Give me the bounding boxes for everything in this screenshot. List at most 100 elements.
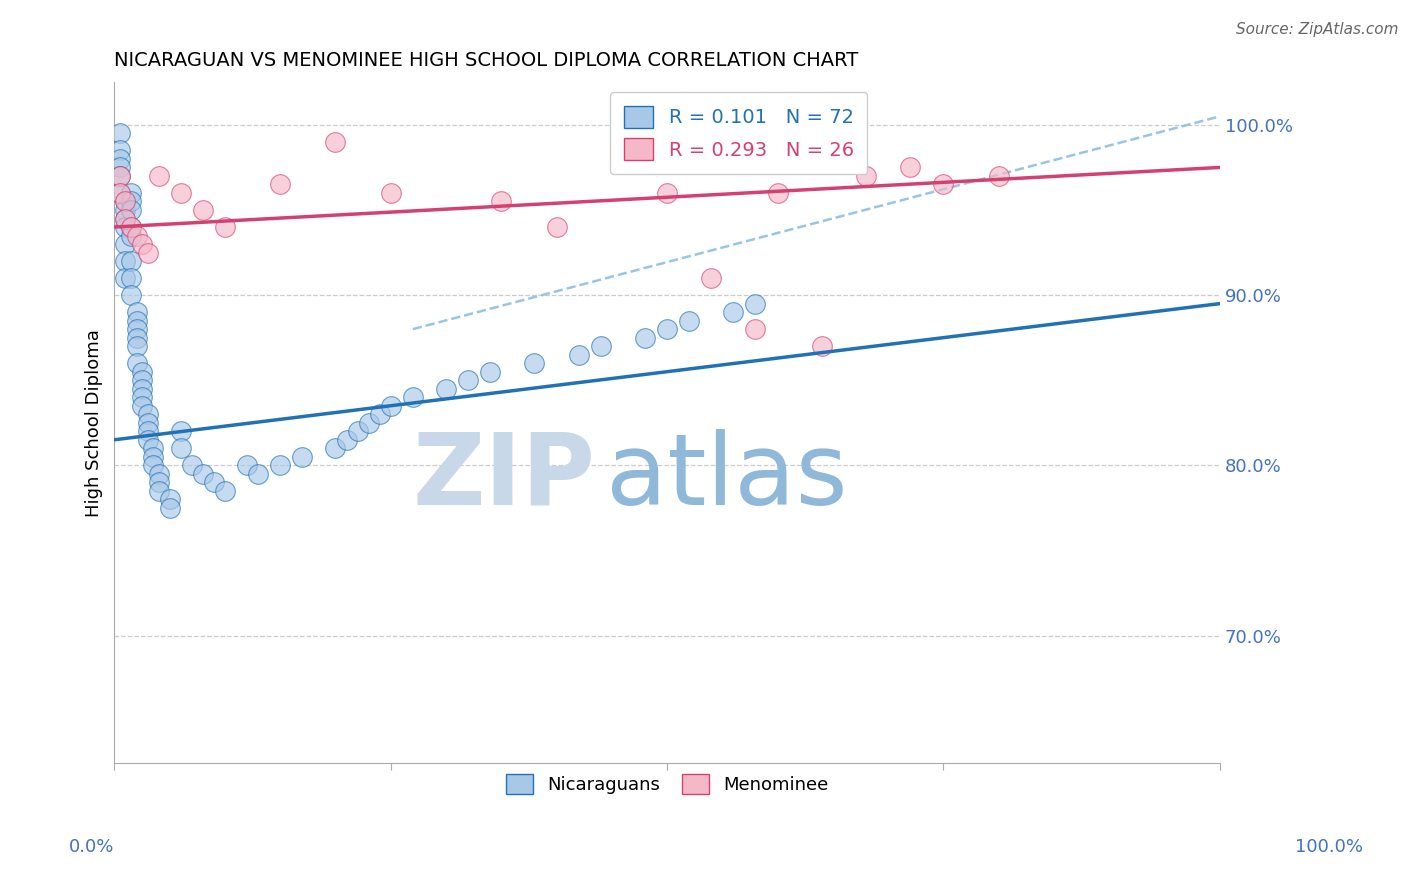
Point: [114, 211, 136, 226]
Point: [700, 271, 723, 285]
Point: [131, 365, 153, 379]
Point: [125, 228, 148, 243]
Point: [148, 169, 170, 183]
Point: [131, 390, 153, 404]
Point: [766, 186, 789, 200]
Point: [202, 475, 225, 490]
Point: [136, 407, 159, 421]
Point: [247, 467, 270, 481]
Point: [108, 186, 131, 200]
Point: [125, 305, 148, 319]
Point: [142, 450, 165, 464]
Text: 0.0%: 0.0%: [69, 838, 114, 855]
Point: [325, 135, 347, 149]
Point: [723, 305, 745, 319]
Point: [131, 373, 153, 387]
Point: [136, 416, 159, 430]
Point: [170, 186, 193, 200]
Point: [136, 433, 159, 447]
Point: [108, 144, 131, 158]
Point: [368, 407, 391, 421]
Point: [932, 178, 955, 192]
Point: [108, 152, 131, 166]
Point: [114, 194, 136, 209]
Point: [291, 450, 314, 464]
Point: [120, 220, 142, 235]
Point: [131, 399, 153, 413]
Point: [744, 296, 766, 310]
Point: [108, 161, 131, 175]
Point: [655, 322, 678, 336]
Point: [148, 475, 170, 490]
Point: [120, 228, 142, 243]
Point: [457, 373, 479, 387]
Point: [114, 237, 136, 252]
Point: [479, 365, 502, 379]
Point: [120, 288, 142, 302]
Point: [148, 467, 170, 481]
Point: [125, 331, 148, 345]
Point: [159, 500, 181, 515]
Point: [491, 194, 513, 209]
Text: Source: ZipAtlas.com: Source: ZipAtlas.com: [1236, 22, 1399, 37]
Point: [191, 202, 214, 217]
Text: ZIP: ZIP: [412, 429, 595, 525]
Point: [114, 220, 136, 235]
Point: [335, 433, 357, 447]
Point: [269, 458, 291, 473]
Point: [131, 382, 153, 396]
Point: [120, 271, 142, 285]
Point: [125, 356, 148, 370]
Point: [811, 339, 834, 353]
Point: [136, 245, 159, 260]
Point: [120, 194, 142, 209]
Point: [568, 348, 591, 362]
Point: [159, 492, 181, 507]
Point: [108, 127, 131, 141]
Point: [744, 322, 766, 336]
Point: [546, 220, 568, 235]
Point: [325, 442, 347, 456]
Y-axis label: High School Diploma: High School Diploma: [86, 329, 103, 516]
Point: [108, 169, 131, 183]
Text: NICARAGUAN VS MENOMINEE HIGH SCHOOL DIPLOMA CORRELATION CHART: NICARAGUAN VS MENOMINEE HIGH SCHOOL DIPL…: [114, 51, 859, 70]
Point: [136, 424, 159, 438]
Point: [380, 186, 402, 200]
Point: [142, 442, 165, 456]
Point: [114, 194, 136, 209]
Point: [214, 483, 236, 498]
Point: [898, 161, 921, 175]
Point: [678, 313, 700, 327]
Point: [634, 331, 657, 345]
Point: [346, 424, 368, 438]
Point: [108, 186, 131, 200]
Point: [114, 202, 136, 217]
Text: 100.0%: 100.0%: [1295, 838, 1362, 855]
Point: [269, 178, 291, 192]
Point: [114, 211, 136, 226]
Point: [987, 169, 1010, 183]
Point: [380, 399, 402, 413]
Point: [131, 237, 153, 252]
Point: [589, 339, 612, 353]
Text: atlas: atlas: [606, 429, 848, 525]
Point: [170, 424, 193, 438]
Point: [523, 356, 546, 370]
Point: [120, 254, 142, 268]
Point: [148, 483, 170, 498]
Point: [191, 467, 214, 481]
Point: [120, 186, 142, 200]
Point: [855, 169, 877, 183]
Point: [180, 458, 202, 473]
Legend: Nicaraguans, Menominee: Nicaraguans, Menominee: [495, 763, 839, 805]
Point: [114, 271, 136, 285]
Point: [214, 220, 236, 235]
Point: [236, 458, 259, 473]
Point: [655, 186, 678, 200]
Point: [125, 313, 148, 327]
Point: [170, 442, 193, 456]
Point: [142, 458, 165, 473]
Point: [120, 220, 142, 235]
Point: [120, 202, 142, 217]
Point: [402, 390, 425, 404]
